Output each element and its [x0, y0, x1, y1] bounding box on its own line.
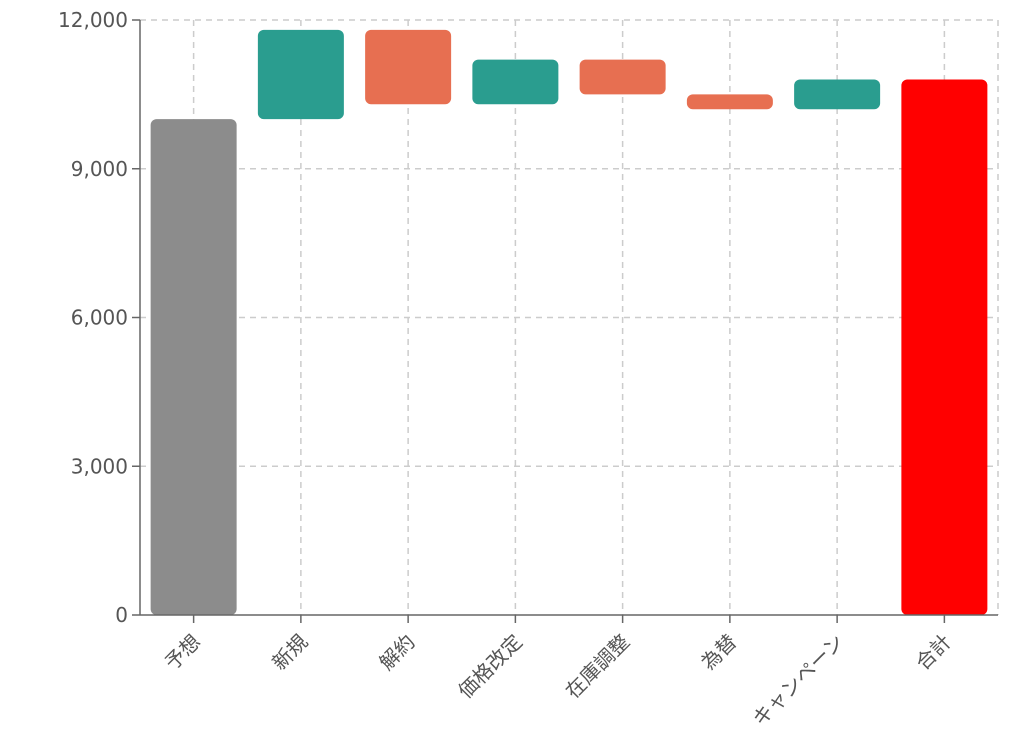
- bar-為替: [686, 94, 773, 110]
- y-tick-label: 3,000: [71, 454, 128, 478]
- bar-予想: [150, 119, 237, 616]
- axis-layer: [132, 19, 998, 623]
- bar-解約: [365, 29, 452, 105]
- y-tick-label: 12,000: [58, 8, 128, 32]
- bar-価格改定: [472, 59, 559, 105]
- x-tick-label: キャンペーン: [748, 630, 849, 731]
- y-tick-label: 0: [115, 603, 128, 627]
- bar-新規: [257, 29, 344, 120]
- bar-在庫調整: [579, 59, 666, 95]
- x-tick-label: 予想: [160, 630, 205, 675]
- x-tick-label: 為替: [696, 630, 741, 675]
- x-tick-label: 新規: [267, 630, 312, 675]
- x-tick-label: 解約: [374, 630, 419, 675]
- x-tick-label: 合計: [911, 630, 956, 675]
- bars-layer: [150, 29, 988, 616]
- y-tick-label: 9,000: [71, 157, 128, 181]
- y-tick-label: 6,000: [71, 306, 128, 330]
- bar-キャンペーン: [794, 79, 881, 110]
- bar-合計: [901, 79, 988, 615]
- x-tick-label: 価格改定: [453, 630, 527, 704]
- x-tick-label: 在庫調整: [561, 630, 635, 704]
